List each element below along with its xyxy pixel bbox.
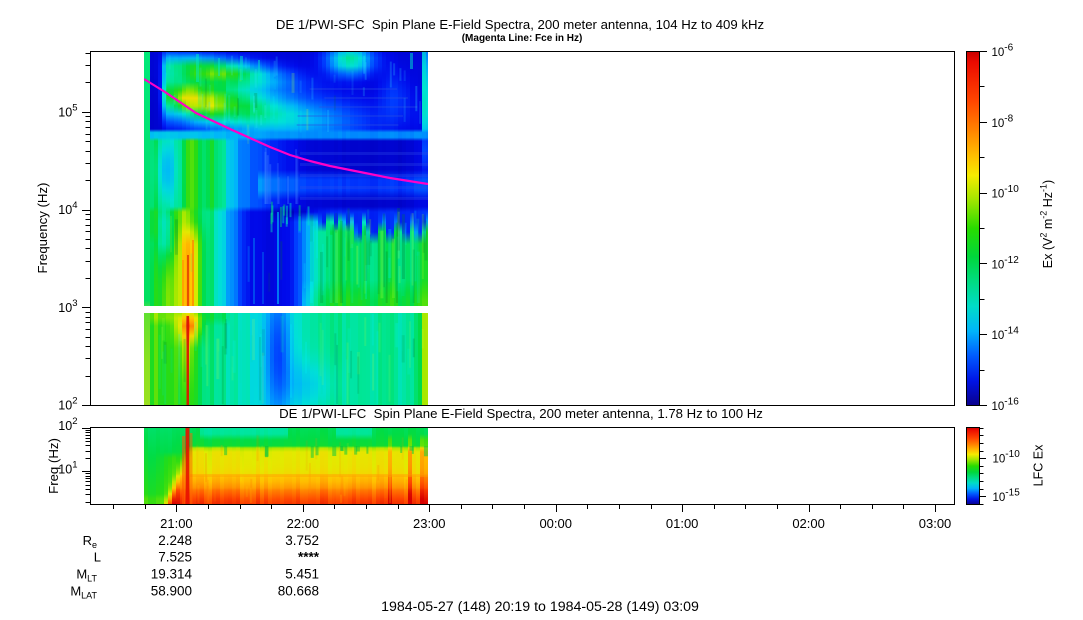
svg-text:****: **** xyxy=(298,550,320,565)
svg-text:DE 1/PWI-SFC Spin Plane E-Fie: DE 1/PWI-SFC Spin Plane E-Field Spectra,… xyxy=(276,17,764,32)
svg-text:Frequency (Hz): Frequency (Hz) xyxy=(35,183,50,274)
svg-text:23:00: 23:00 xyxy=(413,516,446,531)
svg-text:22:00: 22:00 xyxy=(287,516,320,531)
svg-text:02:00: 02:00 xyxy=(792,516,825,531)
svg-text:L: L xyxy=(94,550,101,565)
svg-text:3.752: 3.752 xyxy=(285,533,319,548)
svg-text:19.314: 19.314 xyxy=(151,567,193,582)
svg-text:03:00: 03:00 xyxy=(919,516,952,531)
svg-text:2.248: 2.248 xyxy=(158,533,192,548)
svg-text:7.525: 7.525 xyxy=(158,550,192,565)
svg-text:1984-05-27 (148) 20:19 to 1984: 1984-05-27 (148) 20:19 to 1984-05-28 (14… xyxy=(381,599,699,615)
svg-text:01:00: 01:00 xyxy=(666,516,699,531)
svg-text:58.900: 58.900 xyxy=(151,584,192,599)
svg-text:(Magenta Line: Fce in Hz): (Magenta Line: Fce in Hz) xyxy=(462,33,583,44)
svg-text:00:00: 00:00 xyxy=(539,516,572,531)
svg-text:80.668: 80.668 xyxy=(278,584,319,599)
svg-text:5.451: 5.451 xyxy=(285,567,319,582)
svg-text:Freq (Hz): Freq (Hz) xyxy=(46,438,61,494)
svg-text:Ex (V2 m-2 Hz-1): Ex (V2 m-2 Hz-1) xyxy=(1039,180,1056,268)
svg-text:LFC Ex: LFC Ex xyxy=(1032,444,1046,486)
svg-text:DE 1/PWI-LFC Spin Plane E-Fie: DE 1/PWI-LFC Spin Plane E-Field Spectra,… xyxy=(279,406,763,421)
svg-text:21:00: 21:00 xyxy=(160,516,193,531)
